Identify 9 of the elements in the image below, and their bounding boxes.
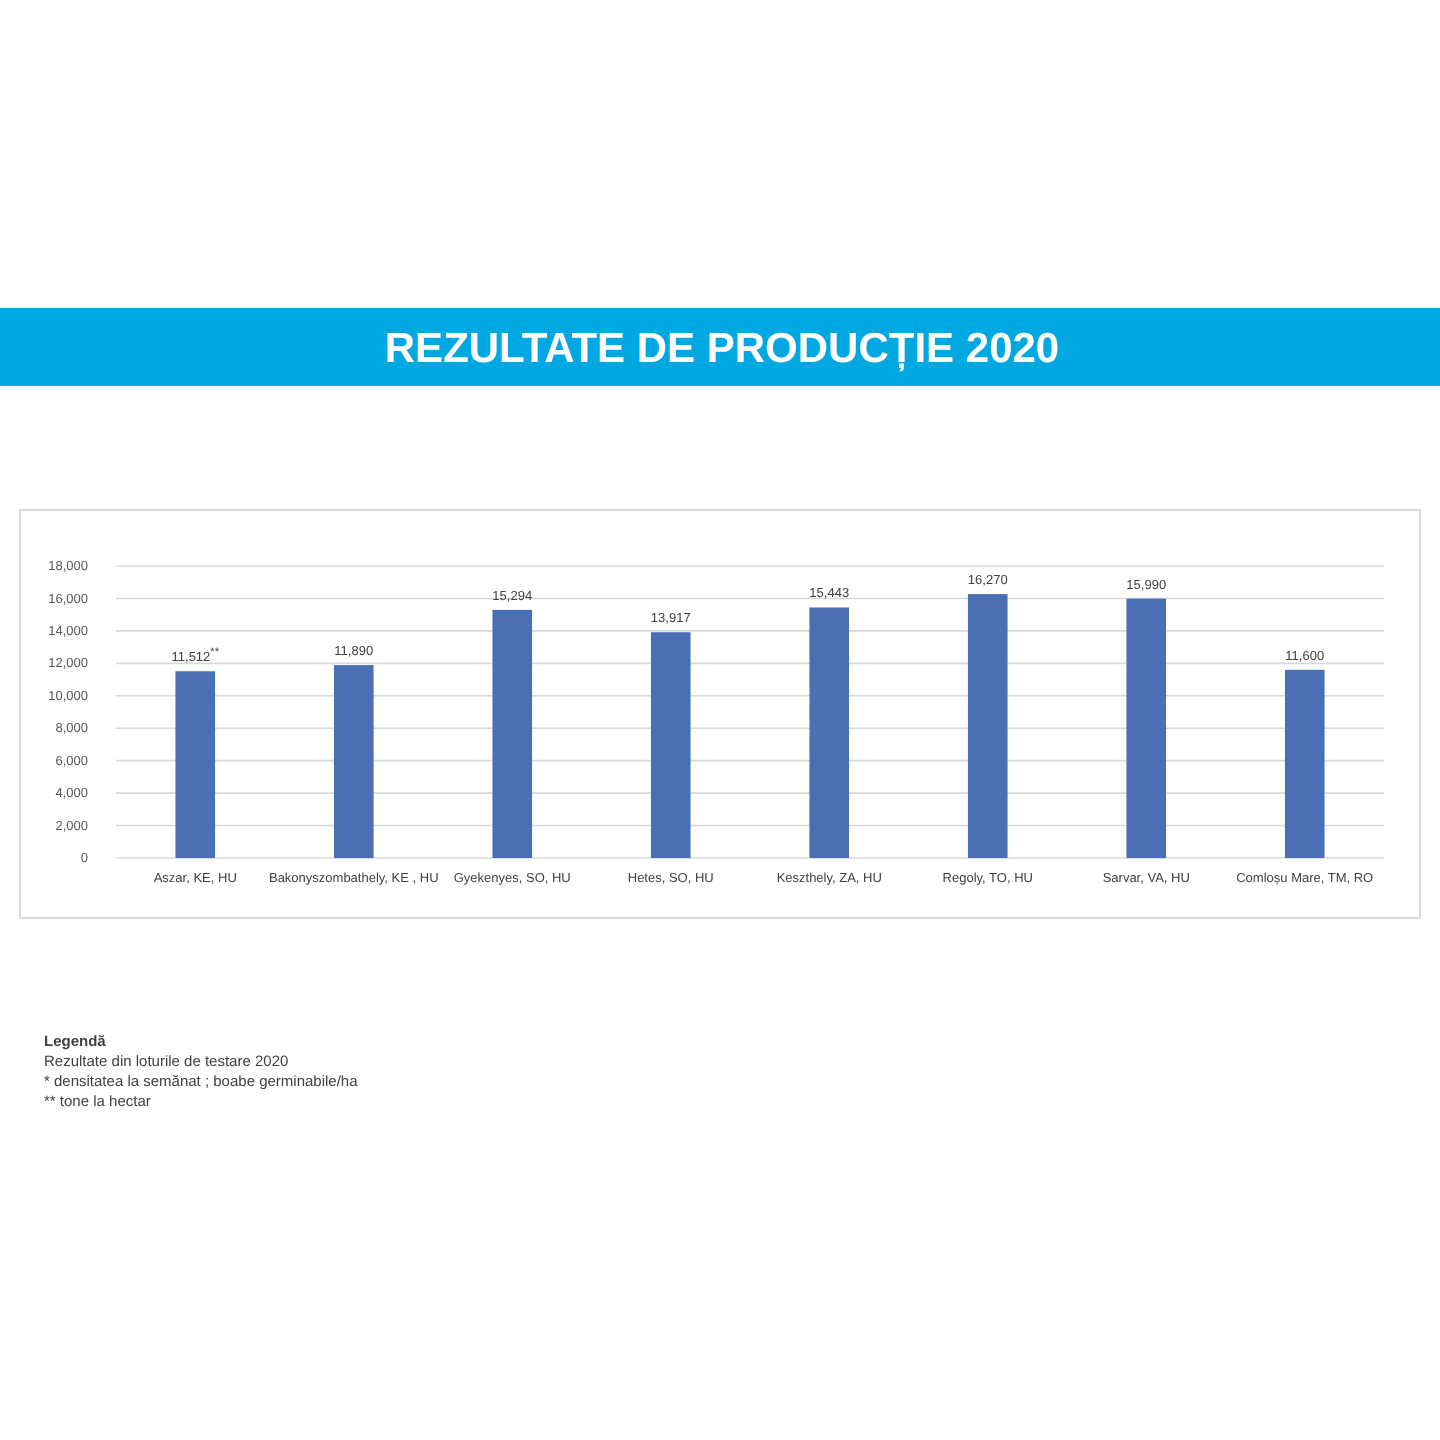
chart-title: REZULTATE DE PRODUCȚIE 2020 <box>384 326 1060 372</box>
bar <box>175 671 216 858</box>
bar <box>492 609 533 858</box>
bar <box>650 632 691 858</box>
bar <box>809 607 850 858</box>
bar <box>1126 598 1167 858</box>
bar <box>967 594 1008 858</box>
bar <box>333 665 374 858</box>
bar <box>1284 669 1325 858</box>
